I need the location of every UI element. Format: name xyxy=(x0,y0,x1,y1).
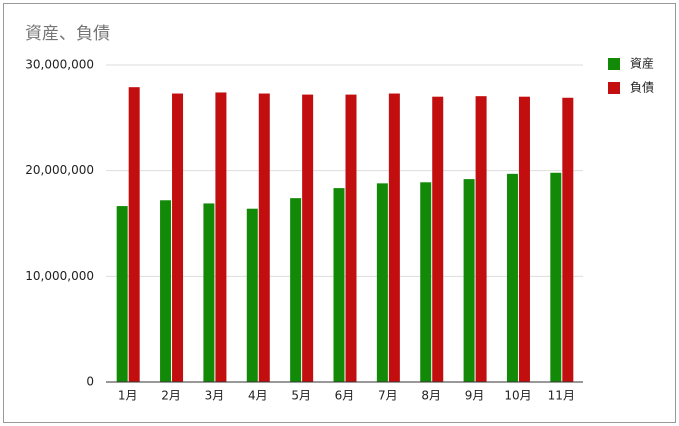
bar xyxy=(302,94,314,382)
x-tick-label: 2月 xyxy=(161,389,181,403)
bar xyxy=(172,93,184,382)
x-tick-label: 10月 xyxy=(504,389,531,403)
bar xyxy=(160,200,172,382)
chart-title: 資産、負債 xyxy=(25,24,110,44)
y-tick-label: 20,000,000 xyxy=(25,163,94,177)
x-tick-label: 11月 xyxy=(548,389,575,403)
bar xyxy=(388,93,400,382)
x-tick-label: 4月 xyxy=(248,389,268,403)
x-tick-label: 9月 xyxy=(465,389,485,403)
bar xyxy=(215,92,227,383)
x-tick-label: 7月 xyxy=(378,389,398,403)
bar xyxy=(246,208,258,382)
bar xyxy=(258,93,270,382)
x-tick-label: 3月 xyxy=(205,389,225,403)
bar xyxy=(345,94,357,382)
x-tick-label: 1月 xyxy=(118,389,138,403)
legend-swatch xyxy=(608,82,620,94)
x-tick-label: 8月 xyxy=(421,389,441,403)
legend-label: 負債 xyxy=(630,80,654,95)
bar xyxy=(506,173,518,382)
bar xyxy=(128,87,140,382)
x-tick-label: 5月 xyxy=(291,389,311,403)
y-tick-label: 0 xyxy=(86,375,94,389)
bar xyxy=(475,96,487,383)
bar xyxy=(290,198,302,382)
bar xyxy=(420,182,432,382)
bar xyxy=(376,183,388,382)
x-tick-label: 6月 xyxy=(335,389,355,403)
y-tick-label: 10,000,000 xyxy=(25,269,94,283)
legend-swatch xyxy=(608,58,620,70)
bar xyxy=(333,188,345,382)
legend-label: 資産 xyxy=(630,56,654,71)
bar xyxy=(432,96,444,382)
y-tick-label: 30,000,000 xyxy=(25,58,94,72)
bar xyxy=(463,179,475,382)
bar xyxy=(203,203,215,382)
bar xyxy=(550,172,562,382)
bar xyxy=(562,97,574,383)
bar xyxy=(518,96,530,382)
bar xyxy=(116,206,128,382)
